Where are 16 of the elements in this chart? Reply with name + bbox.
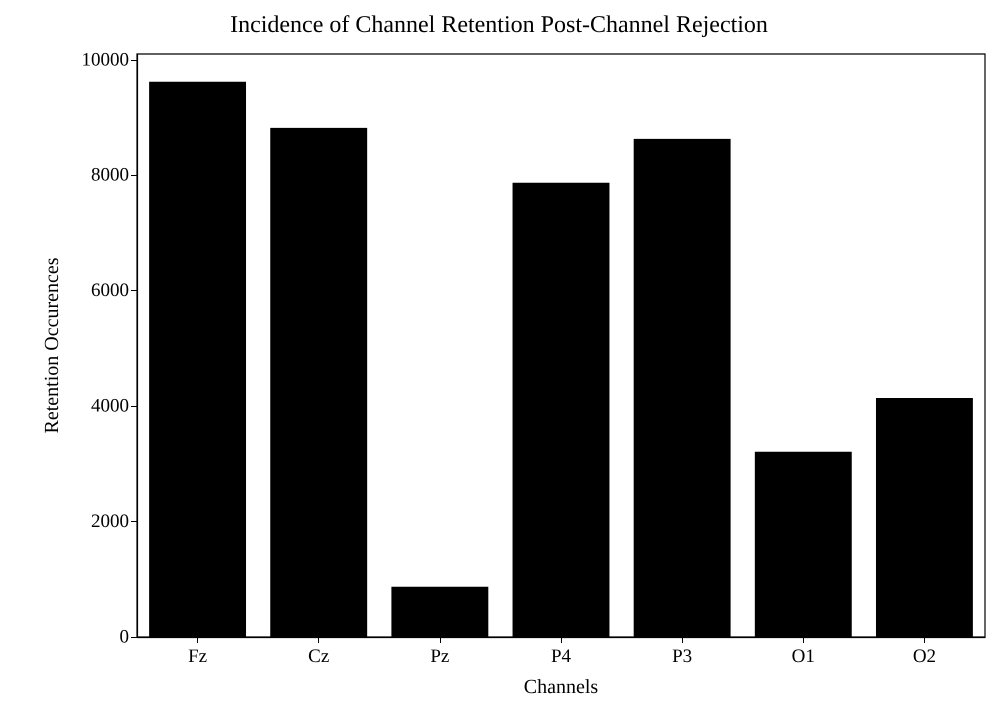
x-tick-label: O2 bbox=[912, 646, 936, 667]
x-tick-label: P3 bbox=[672, 646, 692, 667]
y-tick-label: 2000 bbox=[91, 511, 129, 532]
y-tick-label: 10000 bbox=[82, 49, 129, 70]
x-tick-label: Pz bbox=[430, 646, 450, 667]
x-axis-title: Channels bbox=[524, 676, 598, 698]
y-axis-title: Retention Occurences bbox=[41, 257, 63, 434]
y-tick-label: 8000 bbox=[91, 164, 129, 186]
x-tick-label: O1 bbox=[792, 646, 815, 667]
x-tick-label: P4 bbox=[550, 646, 572, 667]
chart-title: Incidence of Channel Retention Post-Channel Rejection bbox=[230, 12, 768, 38]
x-tick-label: Fz bbox=[188, 646, 208, 667]
y-tick-label: 6000 bbox=[91, 280, 129, 302]
y-tick-label: 0 bbox=[120, 626, 129, 648]
y-tick-label: 4000 bbox=[91, 396, 129, 417]
x-tick-label: Cz bbox=[308, 646, 330, 667]
